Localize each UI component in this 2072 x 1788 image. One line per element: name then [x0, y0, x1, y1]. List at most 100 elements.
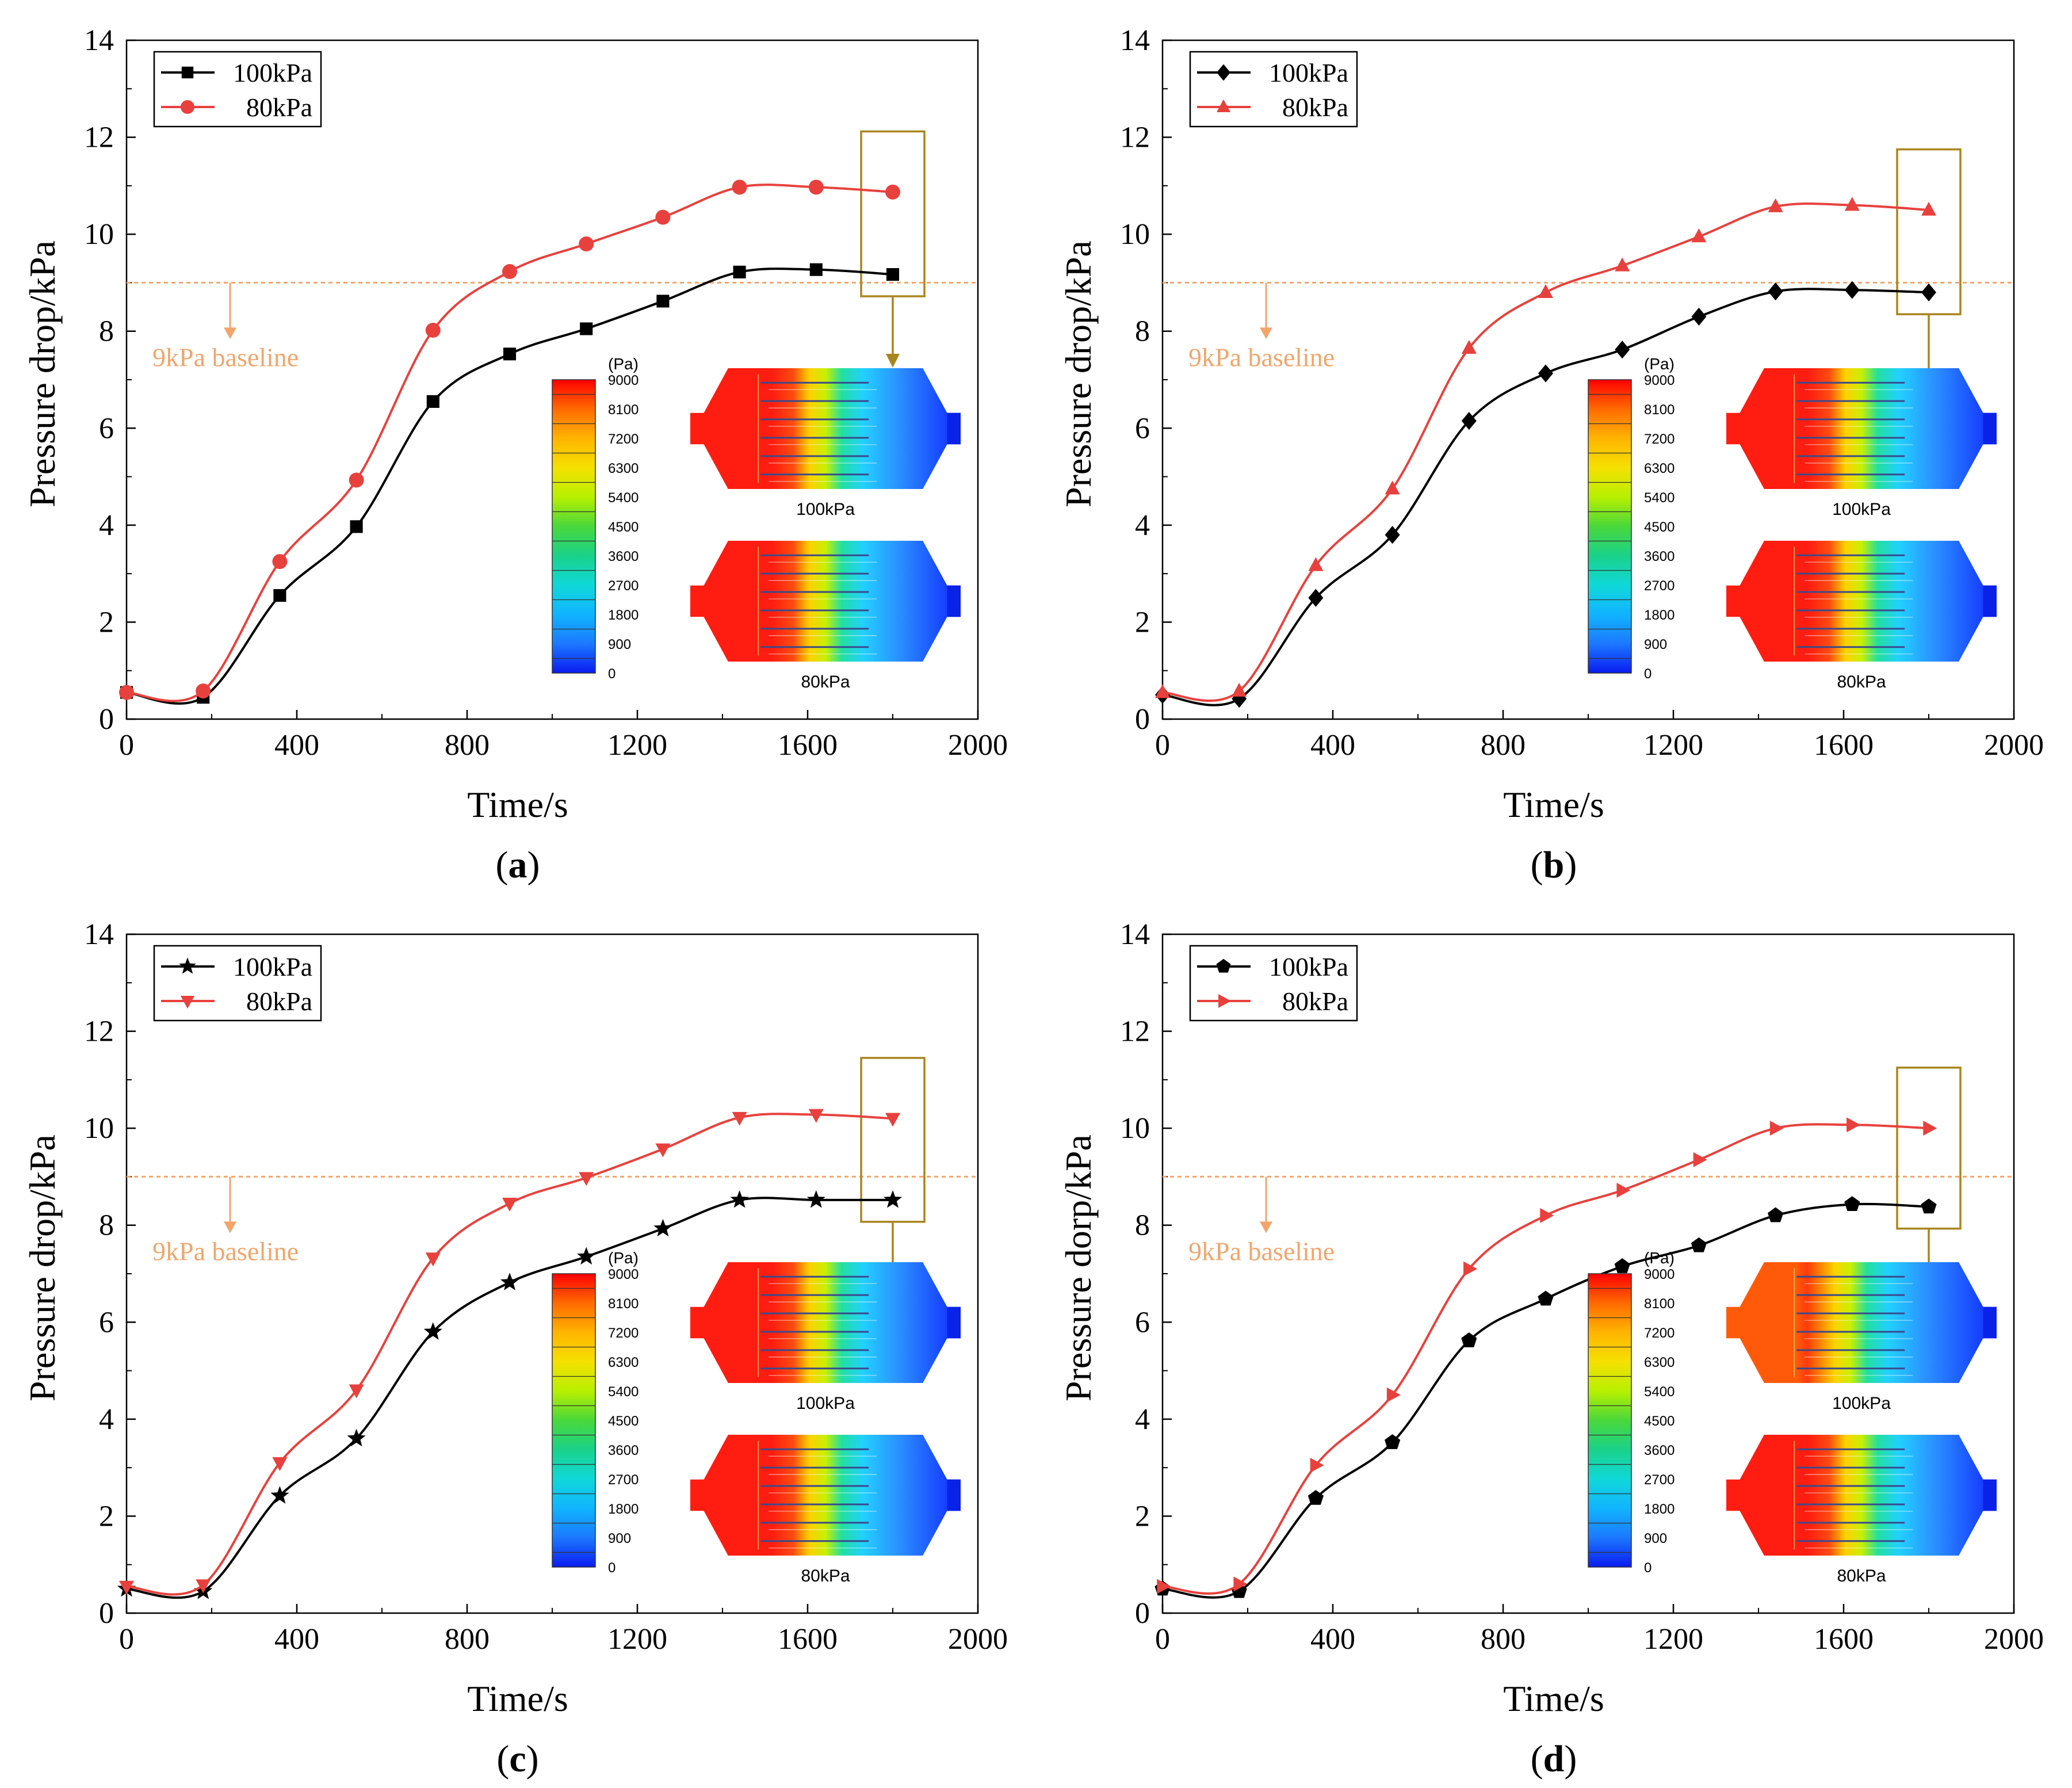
x-tick-label: 800: [1481, 1623, 1526, 1656]
x-tick-label: 0: [119, 729, 134, 762]
contour-plot: [690, 1435, 961, 1556]
legend-label: 80kPa: [246, 987, 312, 1016]
x-axis-title: Time/s: [1503, 1678, 1604, 1719]
legend-marker: [181, 996, 194, 1009]
chart-panel-b: 0 400 800 1200 1600 2000 0 2 4 6 8 10 12 14 Time/s Pres…: [1036, 0, 2072, 894]
y-tick-label: 14: [1120, 918, 1150, 951]
y-axis-title: Pressure drop/kPa: [22, 240, 63, 507]
colorbar-tick-label: 6300: [1644, 1355, 1675, 1370]
data-point-100kPa-4: [1461, 1332, 1477, 1347]
x-tick-label: 1200: [607, 1623, 667, 1656]
legend: 100kPa 80kPa: [1189, 51, 1358, 128]
panel-caption: (d): [1531, 1738, 1577, 1780]
colorbar-tick-label: 9000: [1644, 1267, 1675, 1282]
colorbar-gradient: [1588, 379, 1632, 674]
x-tick-label: 1200: [1643, 1623, 1703, 1656]
contour-label: 100kPa: [1832, 1394, 1891, 1413]
series-line-100kPa: [126, 268, 893, 705]
chart-svg: 0 400 800 1200 1600 2000 0 2 4 6 8 10 12 14 Time/s Pres…: [1058, 918, 2044, 1780]
data-point-80kPa-3: [349, 472, 364, 488]
data-point-100kPa-2: [273, 589, 286, 602]
data-point-80kPa-4: [425, 323, 441, 338]
colorbar-gradient: [552, 1273, 596, 1568]
y-tick-label: 14: [84, 24, 114, 57]
contour-label: 80kPa: [801, 673, 850, 691]
data-point-80kPa-8: [732, 1111, 747, 1126]
data-point-100kPa-6: [580, 322, 593, 335]
colorbar-tick-label: 4500: [1644, 1413, 1675, 1429]
contour-label: 80kPa: [1837, 673, 1886, 691]
y-tick-label: 2: [1135, 1500, 1150, 1533]
x-tick-label: 1200: [1643, 729, 1703, 762]
colorbar: (Pa)900081007200630054004500360027001800…: [1588, 355, 1675, 682]
series-line-100kPa: [1162, 1202, 1929, 1599]
legend-box: [153, 945, 322, 1022]
colorbar: (Pa)900081007200630054004500360027001800…: [552, 355, 639, 682]
data-point-80kPa-9: [808, 1109, 824, 1123]
data-point-80kPa-1: [1232, 682, 1247, 697]
legend-label: 80kPa: [1282, 987, 1348, 1016]
colorbar-tick-label: 9000: [608, 373, 639, 388]
colorbar-tick-label: 1800: [1644, 1502, 1675, 1517]
legend-marker: [1218, 994, 1232, 1008]
data-point-100kPa-9: [806, 1190, 825, 1208]
x-tick-label: 2000: [948, 729, 1008, 762]
panel-caption-letter: d: [1543, 1738, 1565, 1780]
y-tick-label: 10: [1120, 218, 1150, 251]
chart-panel-d: 0 400 800 1200 1600 2000 0 2 4 6 8 10 12 14 Time/s Pres…: [1036, 894, 2072, 1788]
chart-svg: 0 400 800 1200 1600 2000 0 2 4 6 8 10 12 14 Time/s Pres…: [22, 918, 1008, 1780]
data-point-80kPa-7: [655, 1143, 671, 1157]
panel-caption: (b): [1531, 844, 1577, 886]
y-tick-label: 10: [1120, 1112, 1150, 1145]
data-point-80kPa-9: [1844, 197, 1860, 211]
data-point-100kPa-3: [350, 520, 363, 533]
chart-svg: 0 400 800 1200 1600 2000 0 2 4 6 8 10 12 14 Time/s Pres…: [1058, 24, 2044, 886]
y-tick-label: 2: [1135, 606, 1150, 639]
colorbar-tick-label: 5400: [608, 490, 639, 506]
colorbar-tick-label: 0: [1644, 666, 1652, 682]
colorbar-tick-label: 6300: [608, 461, 639, 476]
y-tick-label: 0: [99, 1597, 114, 1630]
data-point-100kPa-7: [1691, 1237, 1707, 1252]
y-tick-label: 2: [99, 1500, 114, 1533]
data-point-100kPa-2: [270, 1486, 289, 1504]
colorbar-tick-label: 900: [1644, 1531, 1667, 1546]
data-point-80kPa-9: [808, 179, 824, 195]
data-point-80kPa-4: [425, 1252, 441, 1267]
baseline-label: 9kPa baseline: [1188, 342, 1335, 372]
contour-plot: [690, 541, 961, 662]
legend-label: 100kPa: [233, 58, 312, 87]
legend-label: 100kPa: [1269, 58, 1348, 87]
baseline-arrowhead: [224, 1221, 236, 1233]
legend-label: 80kPa: [246, 93, 312, 122]
series-line-100kPa: [1162, 288, 1929, 706]
data-point-80kPa-8: [1768, 198, 1783, 212]
y-tick-label: 4: [1135, 1403, 1150, 1436]
data-point-80kPa-7: [1693, 1152, 1707, 1167]
colorbar-tick-label: 2700: [608, 578, 639, 594]
data-point-80kPa-2: [1310, 1457, 1324, 1473]
data-point-100kPa-4: [426, 395, 439, 408]
colorbar-tick-label: 3600: [1644, 549, 1675, 564]
series-line-80kPa: [126, 1113, 893, 1596]
colorbar-tick-label: 3600: [1644, 1443, 1675, 1458]
x-axis-title: Time/s: [467, 784, 568, 825]
y-tick-label: 12: [1120, 1015, 1150, 1048]
colorbar-tick-label: 0: [1644, 1560, 1652, 1576]
legend-marker: [1217, 64, 1230, 81]
colorbar: (Pa)900081007200630054004500360027001800…: [552, 1249, 639, 1576]
y-tick-label: 8: [99, 1209, 114, 1242]
x-tick-label: 400: [1310, 729, 1355, 762]
data-point-80kPa-5: [1538, 284, 1553, 299]
legend-marker: [179, 957, 196, 974]
y-tick-label: 4: [1135, 509, 1150, 542]
x-tick-label: 800: [445, 729, 490, 762]
data-point-80kPa-2: [272, 1457, 288, 1472]
contour-label: 100kPa: [1832, 500, 1891, 519]
data-point-100kPa-4: [423, 1322, 442, 1340]
baseline-arrowhead: [1260, 1221, 1272, 1233]
y-tick-label: 8: [1135, 315, 1150, 348]
data-point-80kPa-7: [1691, 228, 1707, 243]
data-point-80kPa-6: [1615, 257, 1630, 272]
baseline-arrowhead: [224, 327, 236, 339]
